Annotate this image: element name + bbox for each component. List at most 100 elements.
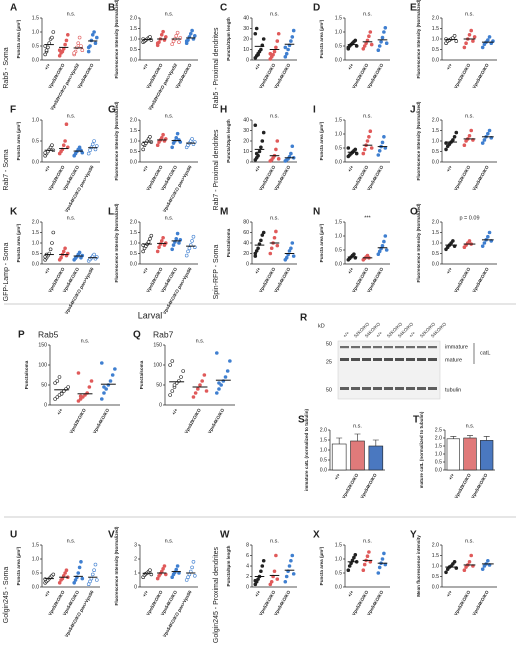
y-axis-label: Fluorescence Intensity (Normalized) bbox=[416, 0, 421, 78]
y-tick-label: 30 bbox=[243, 128, 249, 134]
data-point bbox=[168, 393, 172, 397]
data-point bbox=[170, 359, 175, 363]
blot-band bbox=[340, 387, 349, 390]
data-point bbox=[369, 146, 374, 150]
side-label: GFP-Lamp - Soma bbox=[3, 243, 10, 302]
x-tick-label: +/+ bbox=[44, 62, 52, 70]
data-point bbox=[95, 144, 99, 148]
y-axis-label: Fluorescence Intensity (Normalized) bbox=[114, 0, 119, 78]
data-point bbox=[177, 40, 181, 44]
y-tick-label: 0.5 bbox=[130, 251, 137, 257]
y-tick-label: 20 bbox=[243, 138, 249, 144]
section-title: Larval bbox=[138, 310, 163, 320]
blot-band bbox=[428, 346, 437, 349]
data-point bbox=[53, 397, 57, 401]
blot-band bbox=[395, 358, 404, 361]
panel-letter: C bbox=[220, 3, 227, 14]
annotation: n.s. bbox=[67, 11, 76, 17]
data-point bbox=[361, 151, 366, 156]
data-point bbox=[353, 38, 358, 43]
y-axis-label: Puncta/5µm length bbox=[226, 545, 231, 586]
y-tick-label: 0.5 bbox=[130, 149, 137, 155]
data-point bbox=[55, 379, 60, 383]
y-tick-label: 1.5 bbox=[432, 230, 439, 236]
data-point bbox=[259, 238, 263, 243]
data-point bbox=[361, 46, 366, 51]
data-point bbox=[77, 145, 82, 150]
data-point bbox=[76, 41, 81, 46]
data-point bbox=[454, 130, 459, 135]
y-tick-label: 1.5 bbox=[335, 542, 342, 548]
data-point bbox=[159, 32, 164, 37]
data-point bbox=[161, 566, 165, 571]
x-tick-label: +/+ bbox=[254, 589, 262, 597]
data-point bbox=[274, 45, 278, 50]
data-point bbox=[462, 568, 467, 573]
data-point bbox=[228, 359, 232, 363]
panel-letter: W bbox=[220, 530, 230, 541]
data-point bbox=[78, 394, 83, 399]
data-point bbox=[79, 44, 83, 48]
bar bbox=[350, 440, 365, 471]
data-point bbox=[452, 135, 457, 139]
data-point bbox=[43, 52, 47, 57]
data-point bbox=[362, 562, 367, 567]
y-tick-label: 3 bbox=[134, 542, 137, 548]
data-point bbox=[102, 385, 106, 389]
data-point bbox=[102, 391, 106, 395]
bar bbox=[446, 438, 460, 471]
data-point bbox=[269, 246, 274, 251]
panel-letter: H bbox=[220, 105, 227, 116]
data-point bbox=[362, 44, 367, 48]
bar bbox=[368, 445, 384, 471]
data-point bbox=[60, 49, 65, 54]
data-point bbox=[380, 140, 385, 145]
data-point bbox=[365, 554, 370, 559]
y-tick-label: 0.0 bbox=[130, 261, 137, 267]
data-point bbox=[353, 147, 358, 152]
panel-letter: Q bbox=[133, 330, 141, 341]
data-point bbox=[191, 395, 196, 399]
x-tick-label: +/+ bbox=[445, 62, 453, 70]
y-tick-label: 150 bbox=[38, 342, 47, 348]
data-point bbox=[480, 567, 485, 571]
data-point bbox=[80, 150, 85, 155]
data-point bbox=[268, 51, 273, 56]
data-point bbox=[380, 244, 385, 248]
blot-band bbox=[373, 346, 382, 349]
data-point bbox=[66, 385, 70, 389]
data-point bbox=[290, 35, 295, 39]
annotation: n.s. bbox=[81, 338, 90, 344]
data-point bbox=[369, 42, 374, 47]
y-tick-label: 1.0 bbox=[130, 138, 137, 144]
data-point bbox=[93, 147, 98, 152]
y-tick-label: 40 bbox=[243, 117, 249, 123]
y-tick-label: 0.0 bbox=[432, 584, 439, 590]
blot-band bbox=[417, 346, 426, 349]
x-tick-label: +/+ bbox=[254, 164, 262, 172]
data-point bbox=[155, 249, 160, 254]
data-point bbox=[376, 571, 381, 575]
data-point bbox=[272, 235, 277, 240]
data-point bbox=[260, 564, 265, 568]
data-point bbox=[469, 28, 474, 33]
data-point bbox=[162, 564, 167, 568]
data-point bbox=[452, 34, 457, 38]
data-point bbox=[290, 144, 295, 149]
y-tick-label: 1.0 bbox=[130, 36, 137, 42]
y-tick-label: 0 bbox=[44, 402, 47, 408]
data-point bbox=[95, 578, 99, 582]
blot-band bbox=[417, 358, 426, 361]
data-point bbox=[467, 559, 472, 564]
data-point bbox=[257, 149, 262, 154]
data-point bbox=[259, 569, 263, 574]
data-point bbox=[261, 130, 266, 135]
panel-letter: D bbox=[313, 3, 320, 14]
data-point bbox=[50, 35, 54, 40]
panel-letter: Y bbox=[410, 530, 417, 541]
y-tick-label: 1.5 bbox=[130, 26, 137, 32]
data-point bbox=[287, 564, 292, 568]
annotation: n.s. bbox=[270, 113, 279, 119]
side-label: Rab7 - Soma bbox=[3, 149, 10, 190]
